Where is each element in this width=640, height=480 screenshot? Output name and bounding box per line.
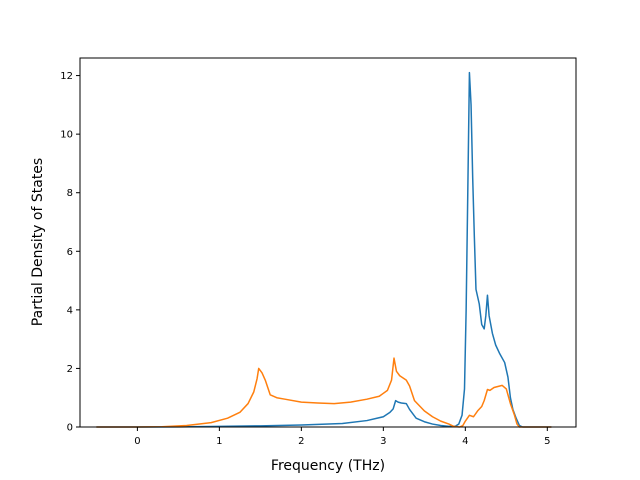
x-tick-label: 2: [298, 436, 304, 447]
series-line-2: [96, 357, 552, 428]
y-tick-label: 8: [67, 188, 73, 199]
x-tick-label: 4: [462, 436, 468, 447]
y-tick-label: 4: [67, 305, 73, 316]
y-tick-label: 0: [67, 423, 73, 434]
plot-frame: [79, 57, 577, 428]
x-axis-ticks: 0 1 2 3 4 5: [134, 427, 550, 447]
y-axis-label: Partial Density of States: [30, 158, 46, 326]
x-tick-label: 5: [544, 436, 550, 447]
x-tick-label: 1: [216, 436, 222, 447]
x-axis-label: Frequency (THz): [271, 458, 385, 474]
y-axis-ticks: 0 2 4 6 8 10 12: [60, 71, 80, 434]
y-tick-label: 6: [67, 247, 73, 258]
y-tick-label: 2: [67, 364, 73, 375]
y-tick-label: 10: [60, 130, 73, 141]
series-layer: [96, 71, 552, 428]
x-tick-label: 3: [380, 436, 386, 447]
x-tick-label: 0: [134, 436, 140, 447]
series-line-1: [96, 71, 552, 428]
y-tick-label: 12: [60, 71, 73, 82]
